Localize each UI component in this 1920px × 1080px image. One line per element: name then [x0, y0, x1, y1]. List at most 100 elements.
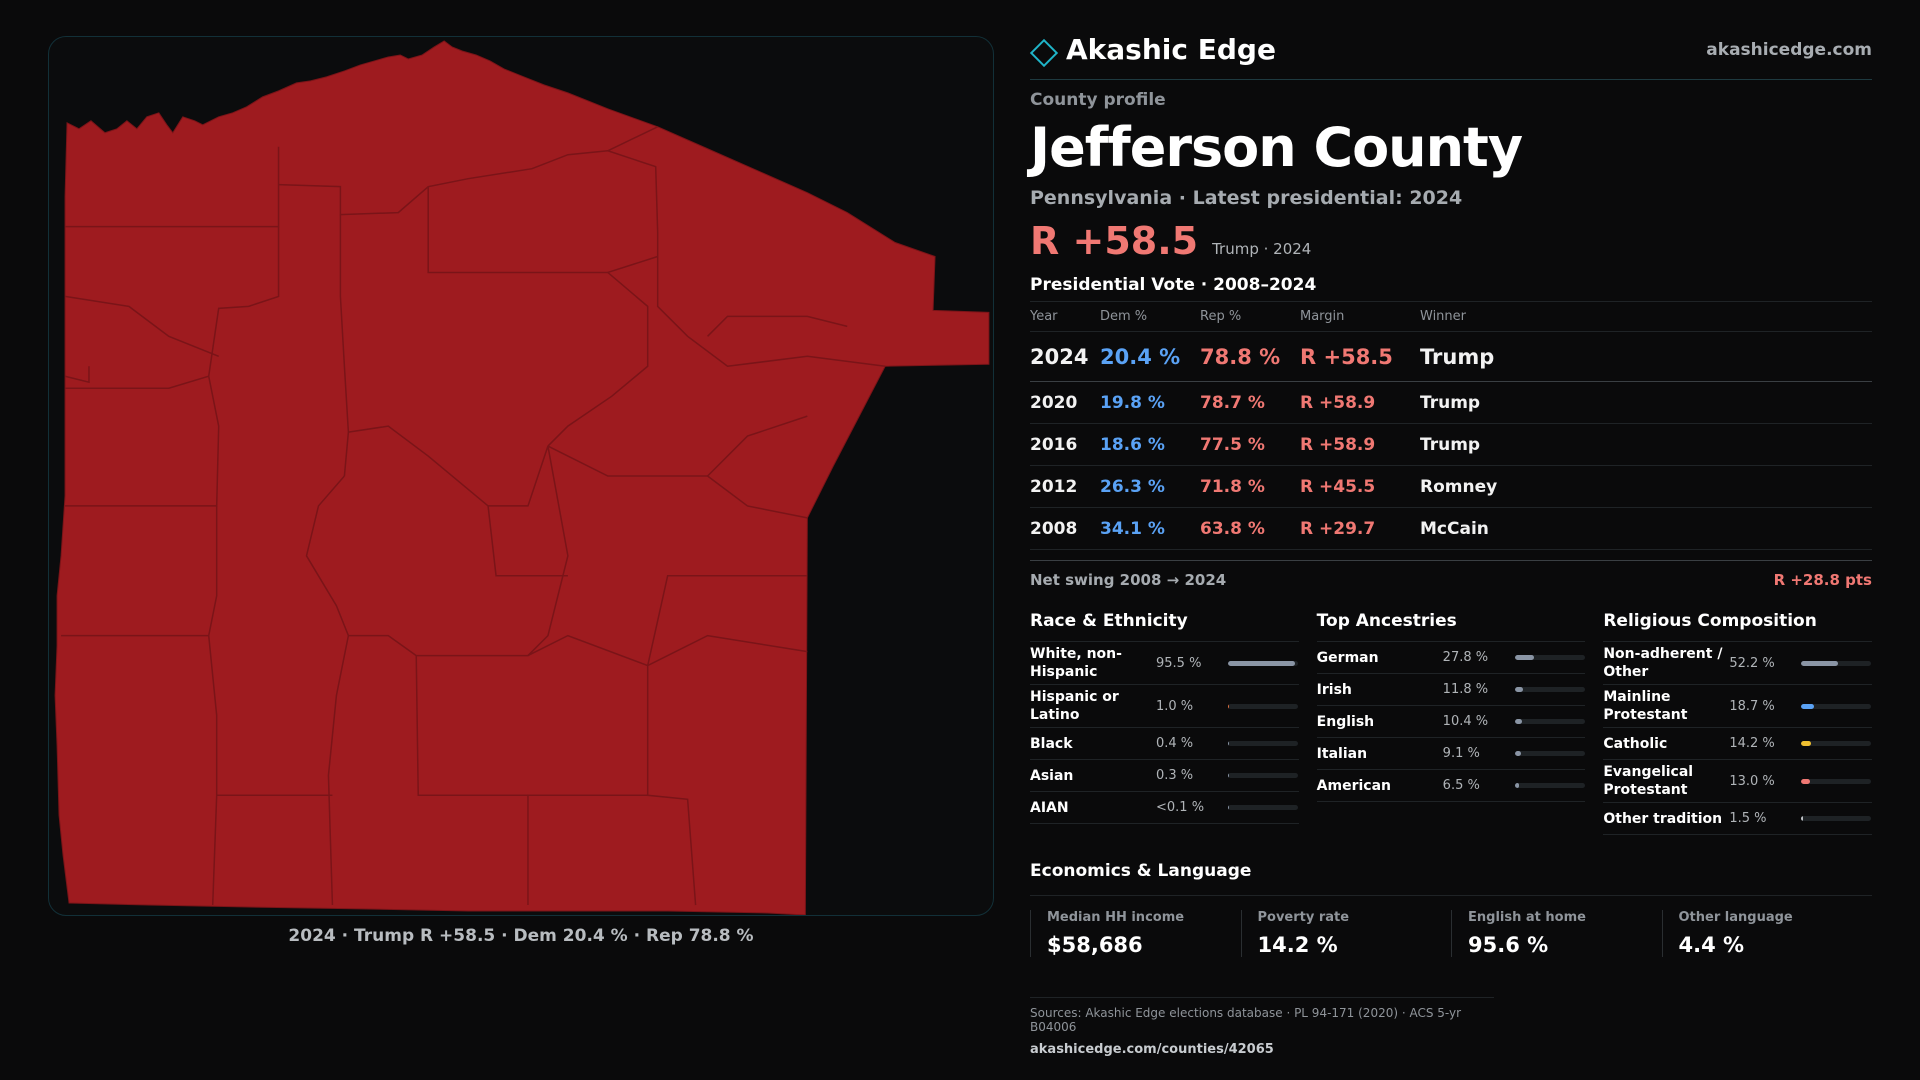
vote-table: Year Dem % Rep % Margin Winner 2024 20.4…	[1030, 301, 1872, 550]
margin-cell: R +45.5	[1300, 465, 1420, 508]
item-value: 6.5 %	[1442, 778, 1480, 793]
margin-note: Trump · 2024	[1212, 240, 1312, 258]
county-map-panel[interactable]	[48, 36, 994, 916]
county-url-link[interactable]: akashicedge.com/counties/42065	[1030, 1042, 1274, 1057]
dem-cell: 26.3 %	[1100, 465, 1200, 508]
share-bar-fill	[1801, 816, 1803, 821]
swing-value: R +28.8 pts	[1773, 571, 1872, 589]
year-cell: 2020	[1030, 381, 1100, 424]
econ-label: Other language	[1678, 910, 1793, 925]
share-bar	[1514, 655, 1585, 660]
brand[interactable]: Akashic Edge	[1029, 33, 1276, 67]
item-label: Other tradition	[1603, 810, 1723, 827]
share-bar-fill	[1801, 741, 1812, 746]
margin-cell: R +58.9	[1300, 423, 1420, 466]
item-label: Catholic	[1603, 735, 1668, 752]
religion-section-title: Religious Composition	[1603, 611, 1873, 642]
share-bar	[1514, 783, 1585, 788]
net-swing: Net swing 2008 → 2024 R +28.8 pts	[1030, 560, 1872, 589]
item-value: 0.4 %	[1156, 736, 1194, 751]
item-label: Italian	[1316, 745, 1368, 762]
share-bar-fill	[1801, 660, 1838, 666]
winner-cell: Romney	[1420, 465, 1872, 508]
item-value: 95.5 %	[1156, 655, 1202, 671]
brand-url-link[interactable]: akashicedge.com	[1706, 39, 1872, 60]
winner-cell: Trump	[1420, 331, 1872, 382]
list-item[interactable]: White, non-Hispanic 95.5 %	[1030, 642, 1299, 685]
race-section-title: Race & Ethnicity	[1030, 611, 1299, 642]
table-row[interactable]: 2008 34.1 % 63.8 % R +29.7 McCain	[1030, 507, 1872, 550]
sources-text: Sources: Akashic Edge elections database…	[1030, 1006, 1462, 1034]
winner-cell: Trump	[1420, 423, 1872, 466]
list-item[interactable]: Catholic 14.2 %	[1603, 728, 1873, 760]
share-bar-fill	[1801, 703, 1815, 709]
table-row[interactable]: 2012 26.3 % 71.8 % R +45.5 Romney	[1030, 465, 1872, 508]
share-bar	[1514, 687, 1585, 692]
item-label: Non-adherent / Other	[1603, 646, 1723, 680]
list-item[interactable]: American 6.5 %	[1316, 770, 1586, 802]
list-item[interactable]: German 27.8 %	[1316, 642, 1586, 674]
religion-section: Religious Composition Non-adherent / Oth…	[1603, 611, 1873, 835]
list-item[interactable]: Non-adherent / Other 52.2 %	[1603, 642, 1873, 685]
list-item[interactable]: Irish 11.8 %	[1316, 674, 1586, 706]
item-label: English	[1316, 713, 1375, 730]
list-item[interactable]: Asian 0.3 %	[1030, 760, 1299, 792]
header-dem: Dem %	[1100, 301, 1200, 332]
item-value: 14.2 %	[1729, 736, 1775, 751]
margin-cell: R +58.5	[1300, 331, 1420, 382]
item-value: 18.7 %	[1729, 698, 1775, 714]
share-bar-fill	[1514, 687, 1523, 692]
list-item[interactable]: Black 0.4 %	[1030, 728, 1299, 760]
econ-label: Median HH income	[1047, 910, 1185, 925]
table-row[interactable]: 2024 20.4 % 78.8 % R +58.5 Trump	[1030, 331, 1872, 382]
economics-cards: Median HH income $58,686 Poverty rate 14…	[1030, 895, 1872, 957]
page-title: Jefferson County	[1030, 116, 1523, 179]
list-item[interactable]: Hispanic or Latino 1.0 %	[1030, 685, 1299, 728]
profile-panel: Akashic Edge akashicedge.com County prof…	[1029, 30, 1873, 1057]
item-value: 27.8 %	[1442, 650, 1489, 665]
econ-label: English at home	[1468, 910, 1586, 925]
dem-cell: 18.6 %	[1100, 423, 1200, 466]
economics-section-title: Economics & Language	[1030, 861, 1252, 881]
race-ethnicity-section: Race & Ethnicity White, non-Hispanic 95.5…	[1030, 611, 1299, 835]
rep-cell: 78.7 %	[1200, 381, 1300, 424]
list-item[interactable]: AIAN <0.1 %	[1030, 792, 1299, 824]
list-item[interactable]: Italian 9.1 %	[1316, 738, 1586, 770]
econ-label: Poverty rate	[1257, 910, 1350, 925]
share-bar-fill	[1228, 805, 1230, 810]
share-bar-fill	[1514, 783, 1520, 788]
table-row[interactable]: 2016 18.6 % 77.5 % R +58.9 Trump	[1030, 423, 1872, 466]
vote-section-title: Presidential Vote · 2008–2024	[1030, 275, 1317, 295]
share-bar	[1228, 805, 1298, 810]
sources-footer: Sources: Akashic Edge elections database…	[1030, 997, 1494, 1057]
dem-cell: 20.4 %	[1100, 331, 1200, 382]
diamond-logo-icon	[1029, 38, 1059, 67]
share-bar	[1228, 703, 1298, 709]
share-bar	[1228, 773, 1298, 778]
swing-label: Net swing 2008 → 2024	[1030, 571, 1227, 589]
dem-cell: 34.1 %	[1100, 507, 1200, 550]
item-value: 1.5 %	[1729, 811, 1767, 826]
econ-value: $58,686	[1047, 933, 1143, 957]
ancestry-section-title: Top Ancestries	[1316, 611, 1586, 642]
winner-cell: McCain	[1420, 507, 1872, 550]
header-winner: Winner	[1420, 301, 1872, 332]
share-bar-fill	[1228, 773, 1230, 778]
rep-cell: 71.8 %	[1200, 465, 1300, 508]
county-shape[interactable]	[54, 40, 990, 915]
list-item[interactable]: Other tradition 1.5 %	[1603, 803, 1873, 835]
rep-cell: 77.5 %	[1200, 423, 1300, 466]
econ-card-income: Median HH income $58,686	[1030, 910, 1241, 957]
table-row[interactable]: 2020 19.8 % 78.7 % R +58.9 Trump	[1030, 381, 1872, 424]
share-bar	[1801, 816, 1872, 821]
econ-card-poverty: Poverty rate 14.2 %	[1240, 910, 1452, 957]
list-item[interactable]: Evangelical Protestant 13.0 %	[1603, 760, 1873, 803]
list-item[interactable]: English 10.4 %	[1316, 706, 1586, 738]
rep-cell: 78.8 %	[1200, 331, 1300, 382]
winner-cell: Trump	[1420, 381, 1872, 424]
share-bar	[1228, 741, 1298, 746]
county-map[interactable]	[49, 37, 993, 915]
header-margin: Margin	[1300, 301, 1420, 332]
demographics-grid: Race & Ethnicity White, non-Hispanic 95.5…	[1030, 611, 1873, 835]
list-item[interactable]: Mainline Protestant 18.7 %	[1603, 685, 1873, 728]
